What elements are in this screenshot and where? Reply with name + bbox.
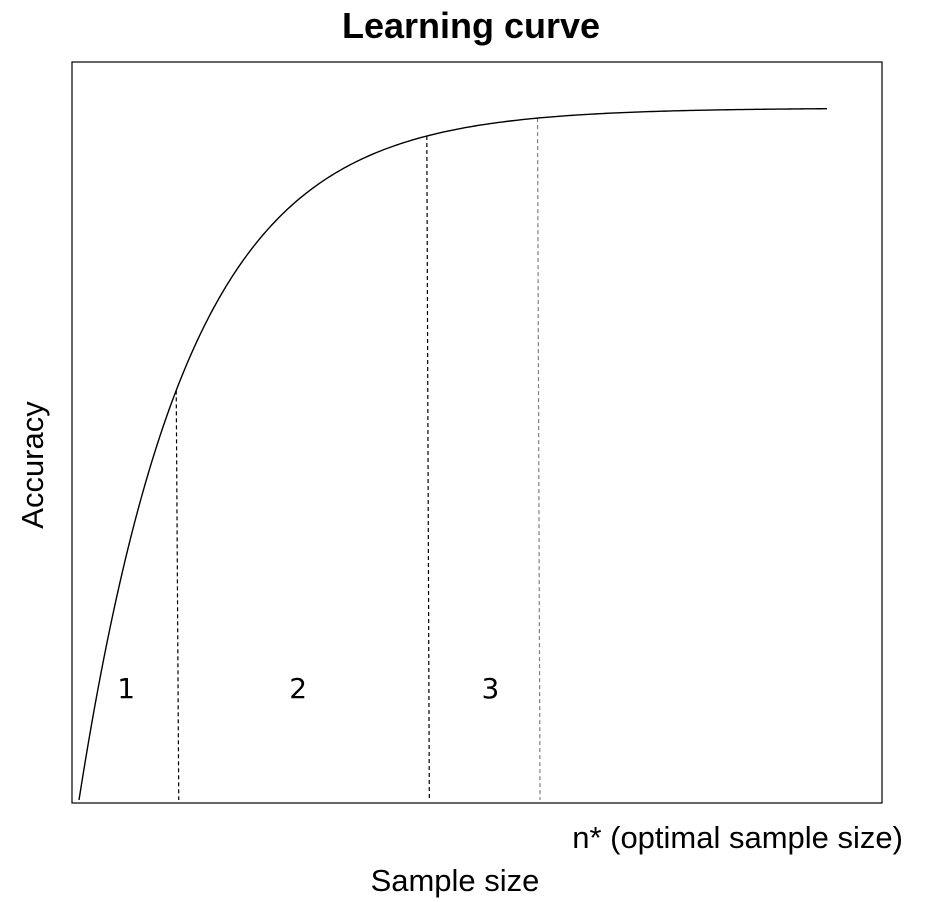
optimal-sample-size-annotation: n* (optimal sample size): [572, 820, 903, 855]
region-label-2: 2: [289, 672, 307, 705]
plot-frame: [71, 61, 883, 804]
region-label-3: 3: [481, 672, 499, 705]
region-labels-group: 1 2 3: [117, 672, 499, 705]
x-axis-label: Sample size: [371, 863, 540, 898]
region-label-1: 1: [117, 672, 135, 705]
divider-line-1: [175, 390, 180, 801]
divider-line-3: [536, 118, 541, 801]
learning-curve-line: [78, 108, 828, 801]
y-axis-label: Accuracy: [15, 401, 50, 529]
dividers-group: [175, 118, 541, 801]
chart-title: Learning curve: [342, 5, 600, 46]
divider-line-2: [426, 136, 430, 801]
